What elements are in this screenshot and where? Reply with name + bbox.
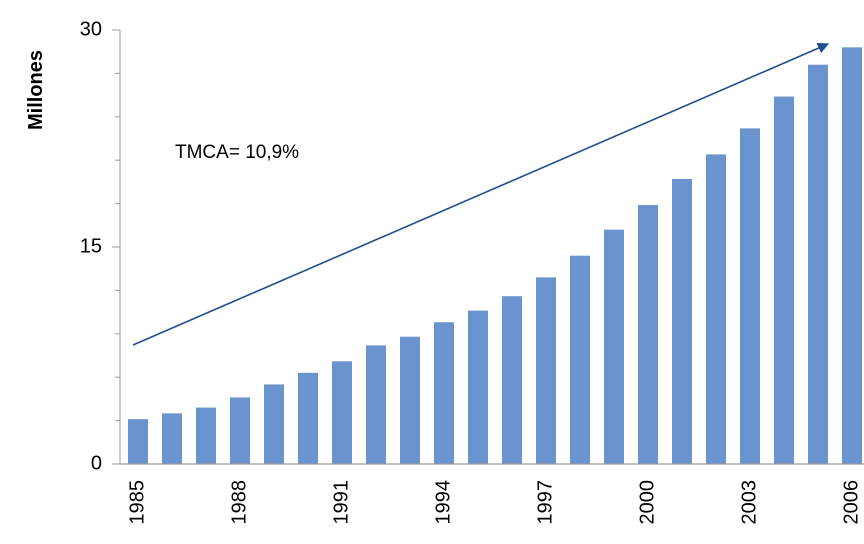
- y-tick-label: 30: [80, 18, 102, 40]
- x-tick-label: 2000: [636, 480, 658, 525]
- bar: [774, 96, 794, 465]
- bar: [196, 407, 216, 464]
- x-tick-label: 1994: [432, 480, 454, 525]
- bar: [468, 310, 488, 464]
- bar: [162, 413, 182, 464]
- y-axis-label: Millones: [25, 50, 47, 130]
- trend-arrow: [132, 42, 830, 346]
- bar: [400, 336, 420, 464]
- bar: [808, 64, 828, 464]
- bar: [842, 47, 862, 465]
- bar: [332, 361, 352, 464]
- bar: [230, 397, 250, 464]
- bar: [638, 205, 658, 464]
- bar: [298, 372, 318, 464]
- bar: [502, 296, 522, 464]
- bar: [706, 154, 726, 464]
- bar: [672, 179, 692, 465]
- bar: [366, 345, 386, 464]
- bar: [128, 419, 148, 464]
- bar: [570, 255, 590, 464]
- y-tick-label: 0: [91, 452, 102, 474]
- bar: [264, 384, 284, 464]
- bar: [434, 322, 454, 464]
- x-tick-label: 1991: [330, 480, 352, 525]
- x-tick-label: 2003: [738, 480, 760, 525]
- bar: [604, 229, 624, 464]
- x-tick-label: 1985: [126, 480, 148, 525]
- x-tick-label: 1988: [228, 480, 250, 525]
- annotation: TMCA= 10,9%: [175, 142, 299, 163]
- y-tick-label: 15: [80, 235, 102, 257]
- bar: [740, 128, 760, 464]
- bar: [536, 277, 556, 464]
- x-tick-label: 1997: [534, 480, 556, 525]
- x-tick-label: 2006: [840, 480, 862, 525]
